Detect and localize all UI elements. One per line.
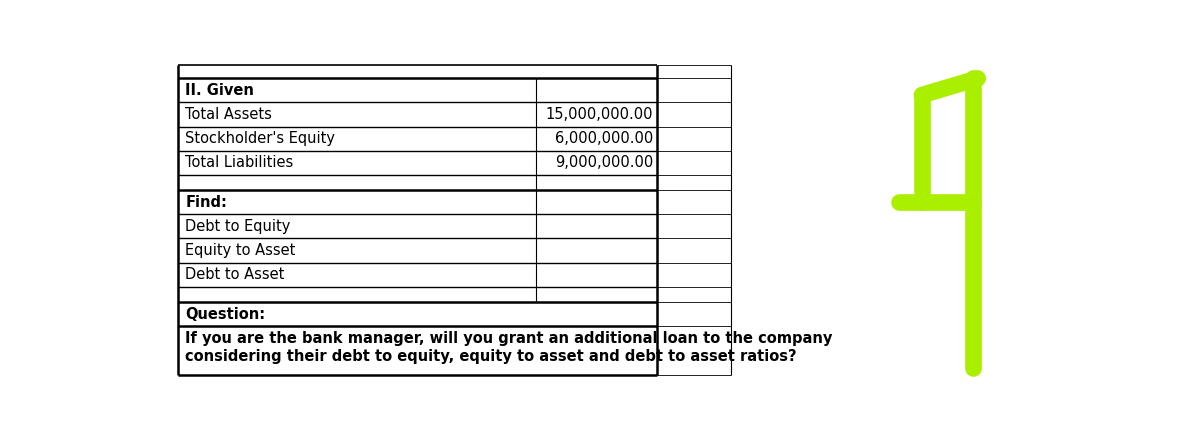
Text: Debt to Equity: Debt to Equity <box>185 219 290 234</box>
Text: Question:: Question: <box>185 307 265 322</box>
Text: 15,000,000.00: 15,000,000.00 <box>546 107 653 122</box>
Text: Total Assets: Total Assets <box>185 107 272 122</box>
Text: Equity to Asset: Equity to Asset <box>185 243 295 258</box>
Text: Stockholder's Equity: Stockholder's Equity <box>185 131 335 146</box>
Text: 9,000,000.00: 9,000,000.00 <box>554 155 653 170</box>
Text: Debt to Asset: Debt to Asset <box>185 267 284 282</box>
Text: If you are the bank manager, will you grant an additional loan to the company
co: If you are the bank manager, will you gr… <box>185 331 833 364</box>
Text: II. Given: II. Given <box>185 83 254 98</box>
Text: 6,000,000.00: 6,000,000.00 <box>554 131 653 146</box>
Text: Total Liabilities: Total Liabilities <box>185 155 294 170</box>
Text: Find:: Find: <box>185 195 227 210</box>
